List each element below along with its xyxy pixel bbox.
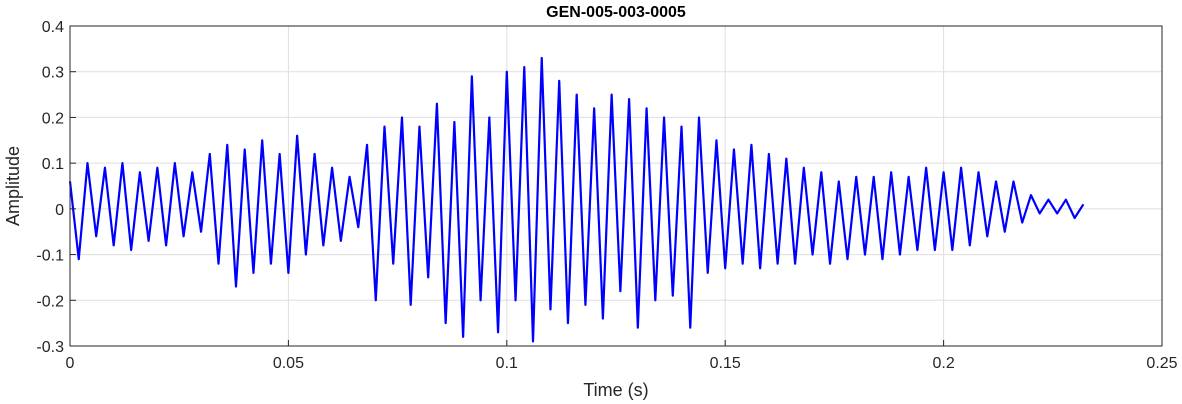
x-tick-label: 0.2	[932, 355, 954, 372]
y-tick-label: -0.1	[36, 248, 64, 265]
x-tick-label: 0.05	[273, 355, 304, 372]
tick-labels: 0 0.05 0.1 0.15 0.2 0.25 -0.3 -0.2 -0.1 0 0.1 0.2 0.…	[36, 19, 1177, 372]
plot-frame	[69, 25, 1163, 347]
series-layer	[68, 56, 1085, 343]
y-tick-label: 0.2	[42, 110, 64, 127]
y-axis-label: Amplitude	[3, 146, 23, 226]
x-tick-label: 0	[66, 355, 75, 372]
waveform-line	[68, 56, 1085, 343]
x-axis-label: Time (s)	[583, 380, 648, 400]
y-tick-label: 0.3	[42, 65, 64, 82]
x-tick-label: 0.1	[496, 355, 518, 372]
chart-title: GEN-005-003-0005	[546, 4, 686, 21]
y-tick-label: 0	[55, 202, 64, 219]
x-tick-label: 0.25	[1146, 355, 1177, 372]
y-tick-label: -0.2	[36, 293, 64, 310]
y-tick-label: -0.3	[36, 339, 64, 356]
y-tick-label: 0.4	[42, 19, 64, 36]
y-tick-label: 0.1	[42, 156, 64, 173]
x-tick-label: 0.15	[710, 355, 741, 372]
